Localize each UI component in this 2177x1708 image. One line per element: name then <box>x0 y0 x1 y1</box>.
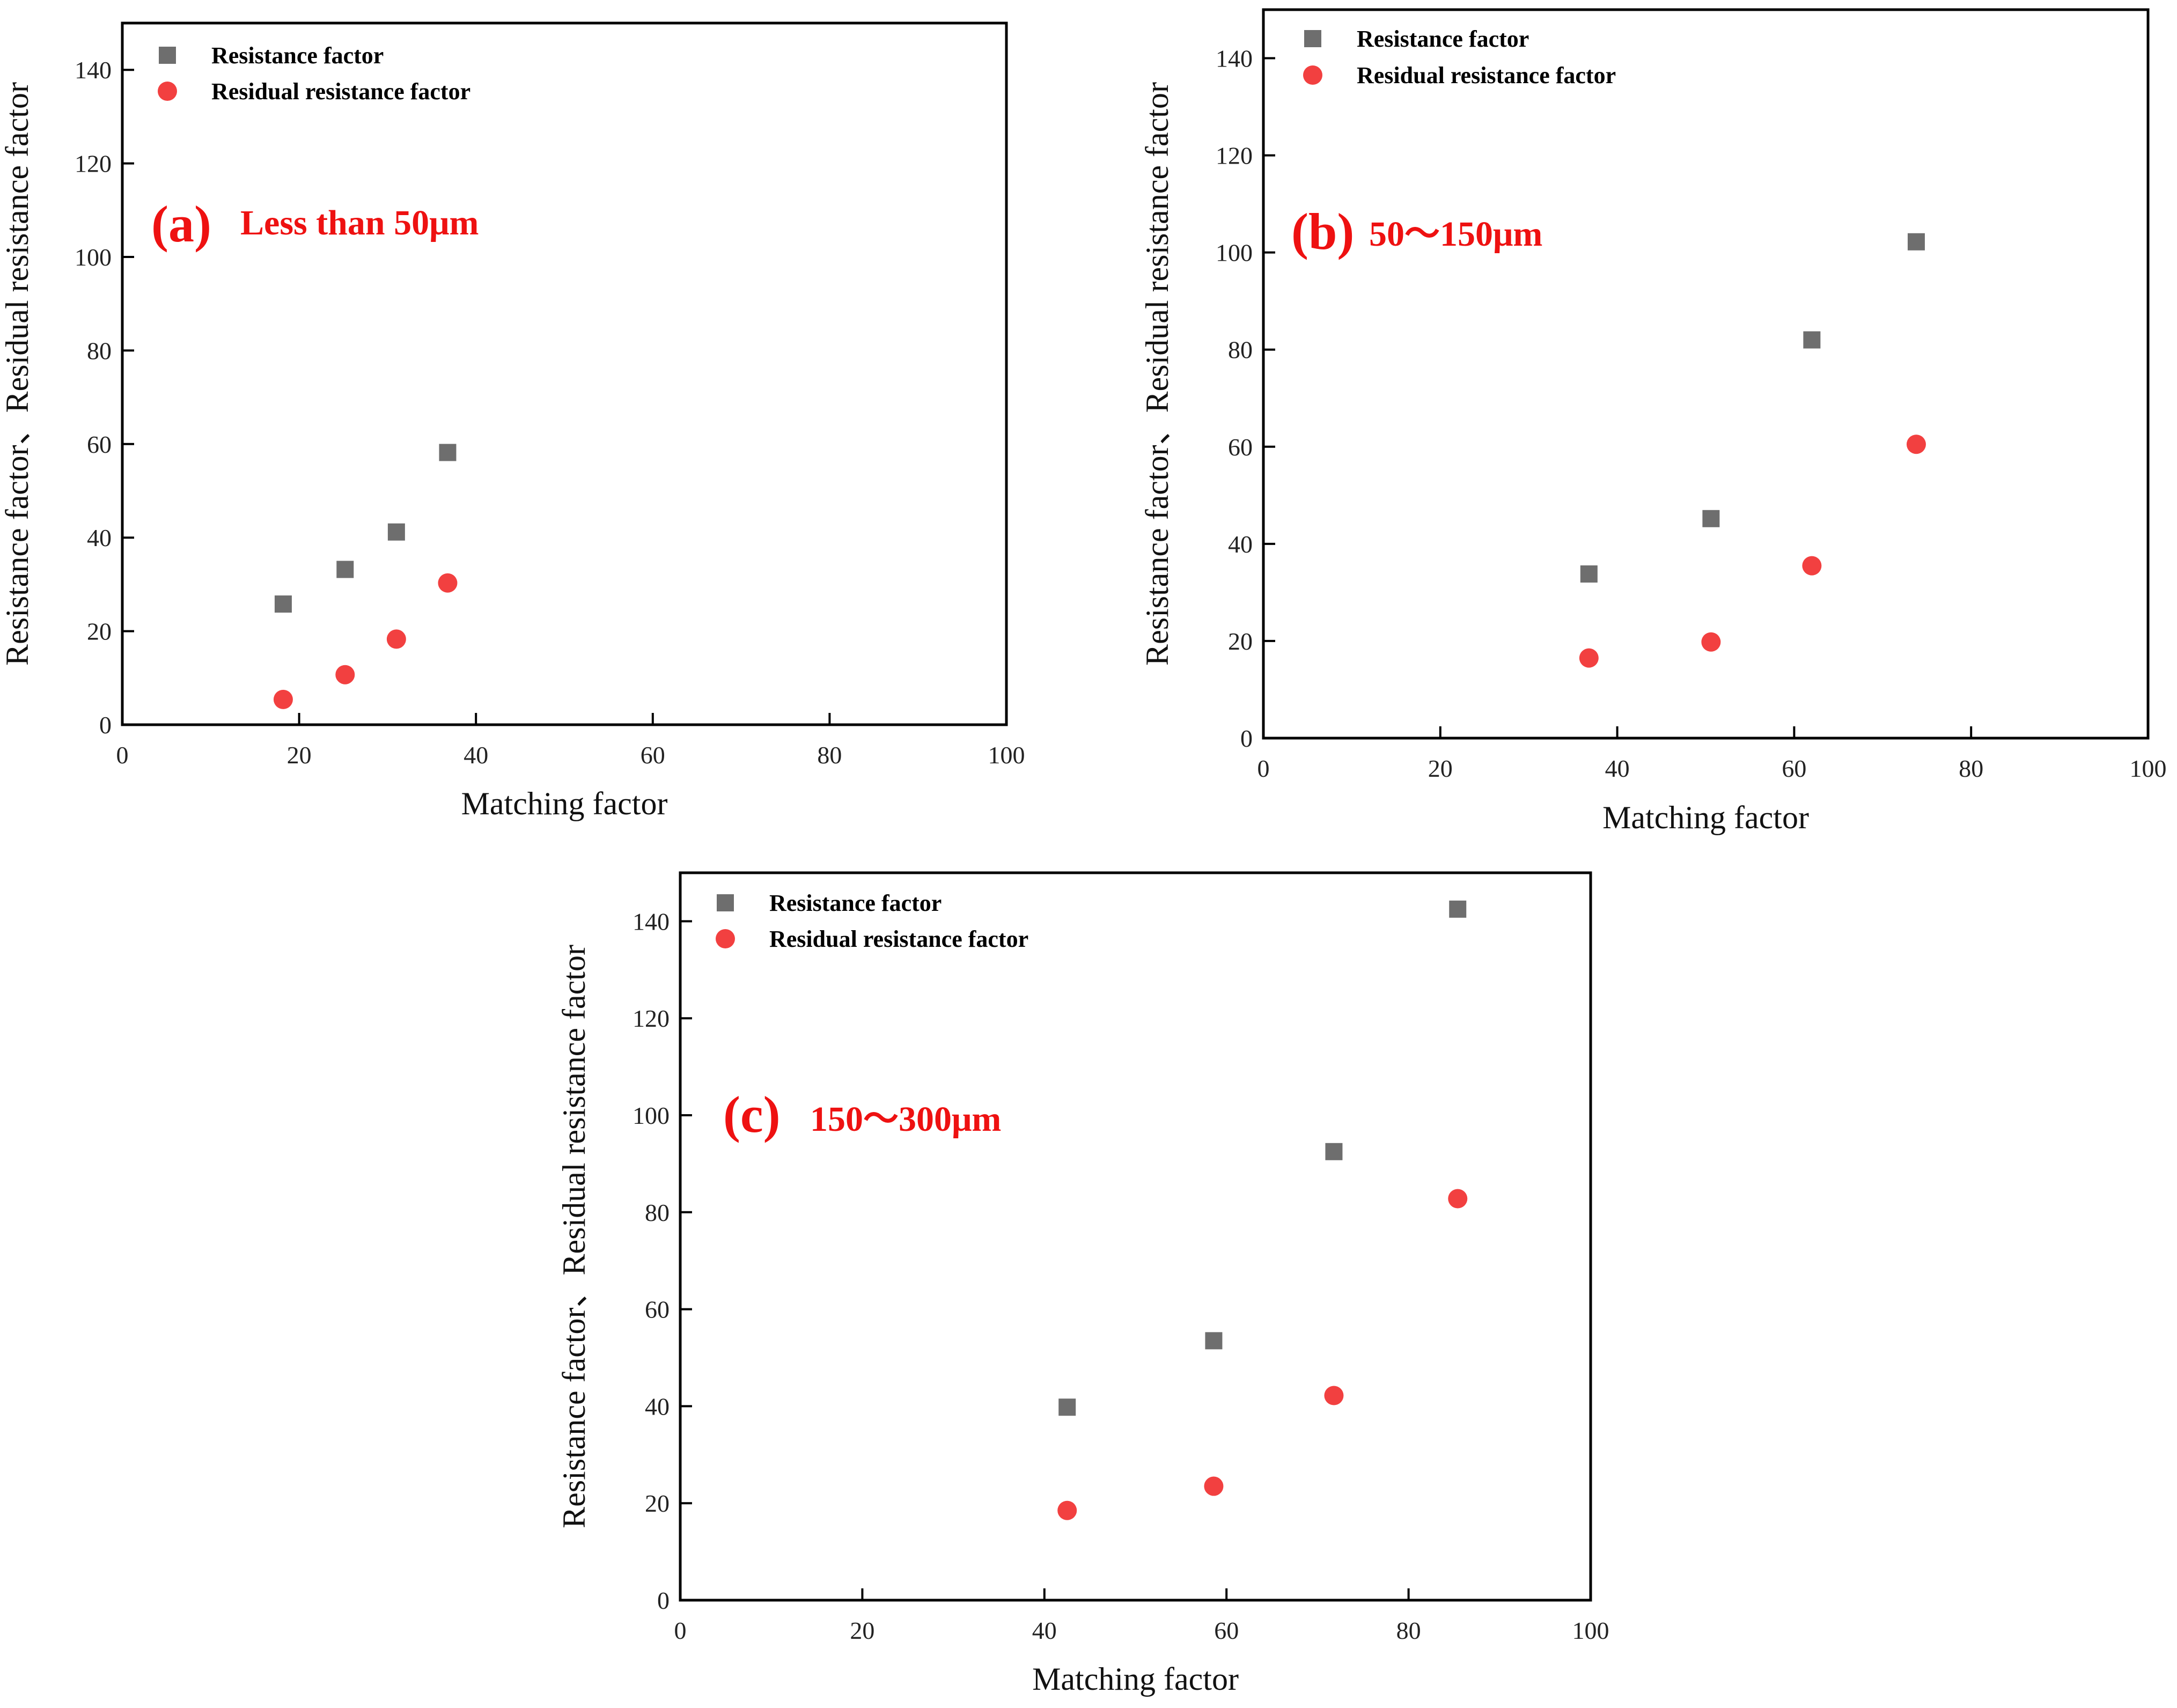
x-tick-label: 100 <box>988 741 1025 769</box>
x-tick-label: 20 <box>287 741 312 769</box>
x-tick-label: 80 <box>1396 1617 1421 1644</box>
residual-point <box>1448 1189 1468 1209</box>
y-tick-label: 20 <box>645 1490 670 1517</box>
y-tick-label: 0 <box>657 1587 670 1614</box>
resistance-point <box>1205 1332 1223 1350</box>
x-tick-label: 0 <box>1257 755 1270 782</box>
resistance-point <box>387 523 405 541</box>
x-tick-label: 60 <box>1214 1617 1239 1644</box>
plot-frame <box>121 21 1008 726</box>
y-tick-label: 120 <box>1216 142 1253 170</box>
resistance-point <box>1449 900 1467 918</box>
y-tick-label: 40 <box>87 524 112 551</box>
chart-panel-c: 0 20 40 60 80 100 0 20 40 60 80 100 120 140 Matching f… <box>556 871 1609 1697</box>
residual-point <box>1701 632 1721 652</box>
x-tick-label: 100 <box>2130 755 2167 782</box>
x-axis-title: Matching factor <box>1602 800 1809 835</box>
y-tick-label: 40 <box>1228 531 1253 558</box>
panel-letter: (c) <box>723 1086 781 1143</box>
legend-square-marker-icon <box>717 894 734 911</box>
y-tick-label: 120 <box>75 150 112 178</box>
resistance-point <box>1058 1398 1076 1416</box>
y-tick-label: 120 <box>632 1005 670 1032</box>
panel-letter: (a) <box>151 195 211 253</box>
y-tick-label: 80 <box>1228 336 1253 364</box>
chart-panel-a: 0 20 40 60 80 100 0 20 40 60 80 100 120 140 Matching f… <box>0 21 1025 821</box>
legend-label-residual: Residual resistance factor <box>211 78 470 105</box>
residual-point <box>438 573 458 593</box>
residual-point <box>386 629 406 649</box>
y-tick-label: 0 <box>1240 725 1253 752</box>
x-tick-label: 20 <box>850 1617 874 1644</box>
residual-point <box>1057 1500 1077 1520</box>
legend-label-resistance: Resistance factor <box>211 42 384 69</box>
y-tick-label: 100 <box>632 1102 670 1129</box>
legend-label-residual: Residual resistance factor <box>769 926 1028 952</box>
panel-size-range: 150～300μm <box>810 1100 1001 1139</box>
legend-circle-marker-icon <box>1303 65 1322 85</box>
panel-letter: (b) <box>1291 203 1354 260</box>
y-tick-label: 80 <box>645 1199 670 1226</box>
residual-point <box>1204 1476 1224 1496</box>
y-tick-label: 60 <box>645 1296 670 1323</box>
y-tick-label: 60 <box>1228 433 1253 461</box>
x-tick-label: 0 <box>674 1617 687 1644</box>
resistance-point <box>439 444 457 461</box>
legend-label-resistance: Resistance factor <box>1357 26 1529 52</box>
resistance-point <box>1907 233 1925 251</box>
resistance-point <box>1803 331 1821 349</box>
y-tick-label: 80 <box>87 337 112 364</box>
resistance-point <box>1325 1143 1343 1160</box>
x-tick-label: 60 <box>1782 755 1806 782</box>
y-tick-label: 20 <box>87 618 112 645</box>
x-tick-label: 60 <box>641 741 665 769</box>
panel-size-range: 50～150μm <box>1369 215 1542 254</box>
y-axis-title: Resistance factor、Residual resistance fa… <box>556 945 592 1528</box>
resistance-point <box>1702 510 1720 527</box>
residual-point <box>1579 648 1599 668</box>
y-tick-label: 20 <box>1228 628 1253 655</box>
residual-point <box>273 689 293 709</box>
legend-label-resistance: Resistance factor <box>769 890 942 916</box>
legend-circle-marker-icon <box>716 929 735 948</box>
plot-frame <box>679 871 1592 1602</box>
y-tick-label: 140 <box>1216 45 1253 72</box>
chart-panel-b: 0 20 40 60 80 100 0 20 40 60 80 100 120 140 Matching f… <box>1139 8 2167 835</box>
plot-frame <box>1262 8 2150 740</box>
y-axis-title: Resistance factor、Residual resistance fa… <box>1139 82 1175 666</box>
residual-point <box>1906 435 1926 454</box>
y-tick-label: 60 <box>87 431 112 458</box>
y-tick-label: 40 <box>645 1393 670 1420</box>
y-tick-label: 0 <box>99 711 112 739</box>
panel-size-range: Less than 50μm <box>240 203 479 242</box>
y-tick-label: 100 <box>75 244 112 271</box>
x-tick-label: 80 <box>817 741 842 769</box>
legend-label-residual: Residual resistance factor <box>1357 62 1616 89</box>
y-tick-label: 140 <box>632 908 670 935</box>
resistance-point <box>274 595 292 613</box>
x-tick-label: 40 <box>464 741 488 769</box>
residual-point <box>335 665 355 684</box>
x-axis-title: Matching factor <box>1032 1661 1239 1697</box>
legend-square-marker-icon <box>159 47 176 64</box>
y-tick-label: 100 <box>1216 239 1253 267</box>
x-tick-label: 40 <box>1032 1617 1057 1644</box>
x-axis-title: Matching factor <box>461 786 668 821</box>
y-axis-title: Resistance factor、Residual resistance fa… <box>0 82 35 666</box>
x-tick-label: 80 <box>1959 755 1983 782</box>
x-tick-label: 20 <box>1428 755 1453 782</box>
legend-square-marker-icon <box>1304 30 1321 47</box>
residual-point <box>1802 556 1822 576</box>
y-tick-label: 140 <box>75 56 112 84</box>
legend-circle-marker-icon <box>158 82 177 101</box>
x-tick-label: 40 <box>1605 755 1630 782</box>
x-tick-label: 100 <box>1572 1617 1609 1644</box>
x-tick-label: 0 <box>116 741 129 769</box>
resistance-point <box>1580 565 1598 583</box>
resistance-point <box>336 561 354 578</box>
residual-point <box>1324 1386 1344 1405</box>
